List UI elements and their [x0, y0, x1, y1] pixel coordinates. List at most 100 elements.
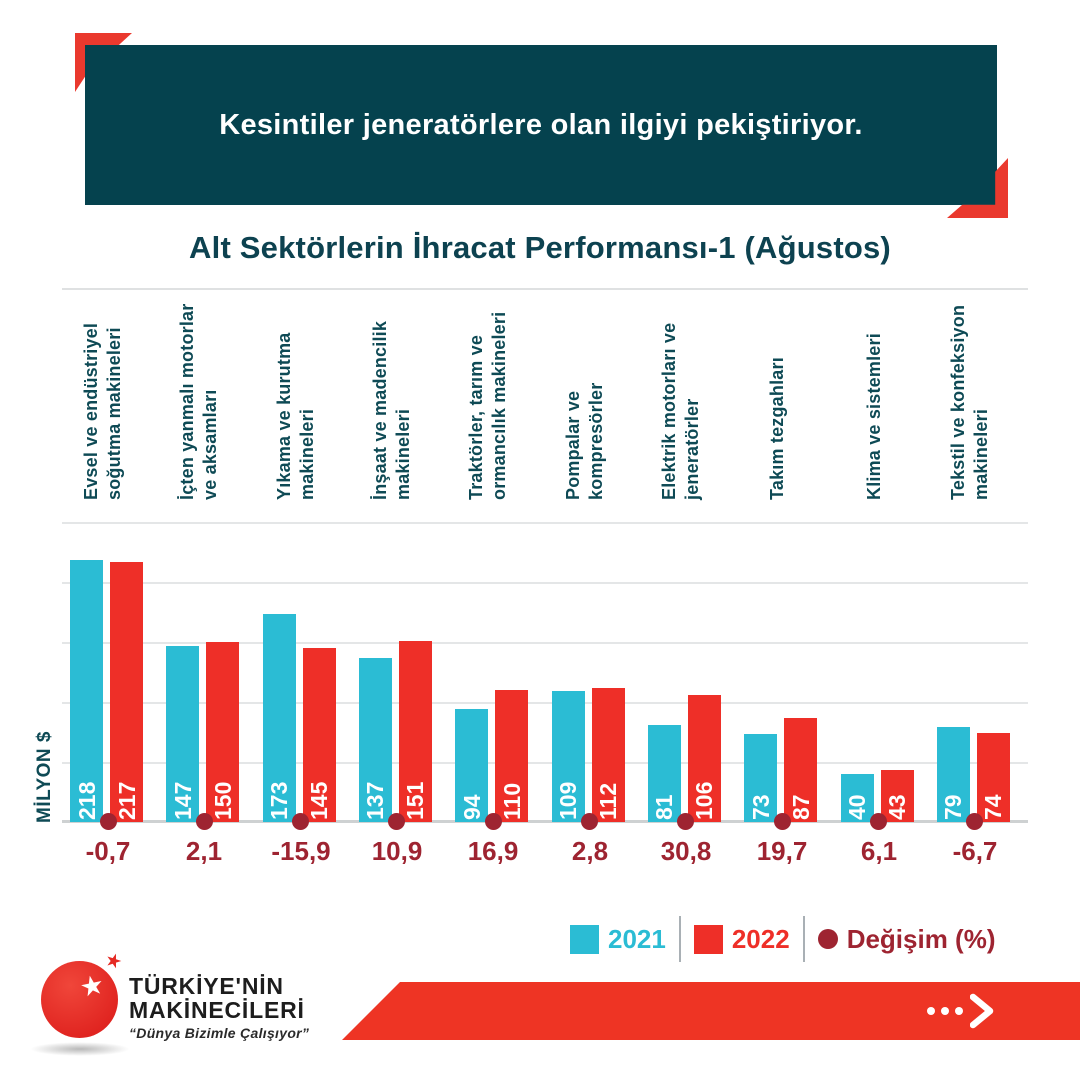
gridline — [62, 642, 1028, 644]
change-value: 2,8 — [571, 836, 609, 866]
change-value: 30,8 — [660, 836, 712, 866]
logo-tagline: “Dünya Bizimle Çalışıyor” — [129, 1025, 310, 1041]
legend-label-change: Değişim (%) — [846, 923, 996, 954]
bar-2021 — [263, 614, 296, 822]
category-label-line: makineleri — [971, 408, 991, 500]
category-label-line: İçten yanmalı motorlar — [177, 303, 197, 500]
bar-2021 — [841, 774, 874, 822]
category-label-line: makineleri — [393, 408, 413, 500]
logo-circle — [41, 961, 118, 1038]
legend-swatch-2021 — [570, 924, 599, 954]
dot-icon — [955, 1007, 963, 1015]
change-dot — [677, 813, 694, 830]
category-label-line: Elektrik motorları ve — [659, 322, 679, 500]
category-label-line: ve aksamları — [200, 389, 220, 501]
change-dot — [774, 813, 791, 830]
bar-2022 — [495, 690, 528, 822]
category-label: Elektrik motorları ve jeneratörler — [657, 290, 705, 500]
bar-2021 — [166, 646, 199, 822]
logo-title-line1: TÜRKİYE'NİN — [129, 973, 284, 999]
category-label: Klima ve sistemleri — [850, 290, 898, 500]
category-label-line: Evsel ve endüstriyel — [81, 322, 101, 500]
bar-2022 — [592, 688, 625, 822]
y-axis-label: MİLYON $ — [34, 731, 55, 823]
category-label-line: jeneratörler — [682, 398, 702, 500]
change-value: -0,7 — [85, 836, 131, 866]
bar-2022 — [110, 562, 143, 822]
bar-value-2022: 151 — [402, 781, 428, 820]
change-dot — [196, 813, 213, 830]
category-label: Evsel ve endüstriyel soğutma makineleri — [79, 290, 127, 500]
bar-value-2021: 109 — [555, 781, 581, 820]
category-label: İnşaat ve madencilik makineleri — [368, 290, 416, 500]
logo-title-line2: MAKİNECİLERİ — [129, 997, 305, 1023]
category-label-line: Klima ve sistemleri — [863, 333, 884, 500]
legend-label-2021: 2021 — [608, 923, 666, 954]
gridline — [62, 762, 1028, 764]
change-dot — [100, 813, 117, 830]
bar-value-2022: 74 — [980, 794, 1006, 820]
chart-title: Alt Sektörlerin İhracat Performansı-1 (A… — [189, 230, 891, 265]
bar-value-2021: 81 — [651, 794, 677, 820]
bar-value-2021: 73 — [748, 794, 774, 820]
bar-value-2022: 112 — [595, 782, 621, 820]
ellipsis-dots-icon — [927, 1007, 963, 1015]
bar-2022 — [399, 641, 432, 822]
bar-value-2022: 145 — [306, 781, 332, 820]
category-label-line: kompresörler — [586, 382, 606, 500]
change-dot — [485, 813, 502, 830]
bar-value-2021: 147 — [170, 781, 196, 820]
bar-2022 — [688, 695, 721, 822]
bar-value-2021: 173 — [266, 781, 292, 820]
category-label-line: makineleri — [297, 408, 317, 500]
x-axis-baseline — [62, 820, 1028, 823]
category-label-line: İnşaat ve madencilik — [370, 320, 390, 500]
change-value: 19,7 — [756, 836, 808, 866]
bar-value-2021: 137 — [362, 781, 388, 820]
legend-label-2022: 2022 — [731, 923, 790, 954]
chevron-right-icon — [970, 993, 994, 1029]
bar-2021 — [552, 691, 585, 822]
legend-change-dot-icon — [817, 929, 838, 949]
change-dot — [966, 813, 983, 830]
category-label-line: soğutma makineleri — [104, 327, 124, 500]
bar-2021 — [648, 725, 681, 822]
change-dot — [388, 813, 405, 830]
bar-value-2022: 217 — [114, 781, 140, 820]
category-label: Traktörler, tarım ve ormancılık makineler… — [464, 290, 512, 500]
bar-value-2021: 218 — [74, 781, 100, 820]
category-label-line: Takım tezgahları — [766, 357, 787, 500]
change-value: 2,1 — [185, 836, 223, 866]
category-label: Takım tezgahları — [753, 290, 801, 500]
category-label-line: Traktörler, tarım ve — [466, 334, 486, 500]
carousel-next-button[interactable] — [927, 982, 994, 1040]
bar-2022 — [784, 718, 817, 822]
footer-banner — [342, 982, 1080, 1040]
dot-icon — [941, 1007, 949, 1015]
category-label: Pompalar ve kompresörler — [561, 290, 609, 500]
gridline — [62, 522, 1028, 524]
bar-2022 — [881, 770, 914, 822]
category-label-line: Tekstil ve konfeksiyon — [948, 304, 968, 500]
legend-divider — [678, 916, 681, 962]
bar-value-2022: 110 — [499, 782, 525, 820]
change-dot — [581, 813, 598, 830]
bar-2022 — [206, 642, 239, 822]
bar-2021 — [70, 560, 103, 822]
bar-2022 — [977, 733, 1010, 822]
bar-value-2021: 40 — [844, 794, 870, 820]
bar-value-2022: 87 — [788, 794, 814, 820]
change-value: 10,9 — [371, 836, 423, 866]
gridline — [62, 582, 1028, 584]
change-value: 16,9 — [467, 836, 519, 866]
legend: 2021 2022 Değişim (%) — [570, 914, 996, 964]
gridline — [62, 702, 1028, 704]
dot-icon — [927, 1007, 935, 1015]
label-section-border — [62, 288, 1028, 290]
bar-2021 — [455, 709, 488, 822]
bar-2021 — [744, 734, 777, 822]
legend-divider — [802, 916, 805, 962]
bar-value-2022: 43 — [884, 794, 910, 820]
bar-2022 — [303, 648, 336, 822]
